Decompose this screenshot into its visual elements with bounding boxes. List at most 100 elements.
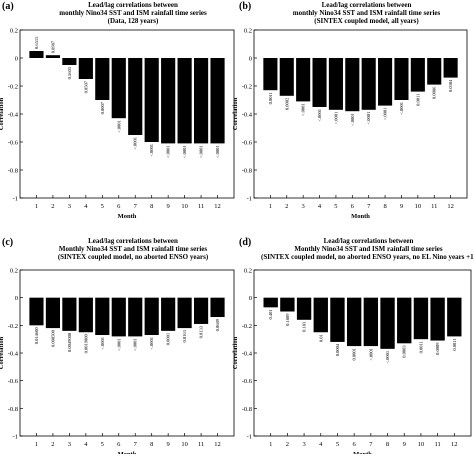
- bar-value-label: 0.8987: [50, 40, 55, 53]
- bar-value-label: <.0001: [133, 338, 138, 351]
- x-axis-label: Month: [118, 213, 137, 220]
- y-tick-label: -1: [247, 434, 252, 441]
- bar-2: [279, 58, 294, 96]
- bar-10: [177, 297, 192, 329]
- bar-value-label: <.0001: [317, 109, 322, 122]
- x-tick-label: 2: [286, 441, 289, 448]
- chart-panel-2: (b) Lead/lag correlations betweenmonthly …: [232, 1, 468, 220]
- bar-5: [95, 297, 110, 336]
- bar-2: [45, 55, 61, 58]
- x-tick-label: 12: [447, 203, 454, 210]
- x-tick-label: 9: [167, 203, 170, 210]
- bar-8: [144, 58, 159, 142]
- bar-value-label: <.0001: [350, 113, 355, 126]
- bar-value-label: <.0001: [149, 144, 154, 157]
- y-axis-label: Correlation: [0, 97, 5, 130]
- bar-3: [62, 297, 77, 331]
- bar-8: [144, 297, 159, 336]
- x-tick-label: 12: [451, 441, 458, 448]
- bar-7: [128, 58, 143, 135]
- bar-11: [430, 297, 445, 341]
- chart-panel-3: (c) Lead/lag correlations betweenMonthly …: [0, 237, 235, 458]
- x-tick-label: 10: [418, 441, 425, 448]
- chart-title-line: Lead/lag correlations between: [88, 237, 178, 245]
- bar-11: [193, 58, 209, 144]
- panel-letter: (a): [2, 1, 14, 12]
- bar-10: [413, 297, 429, 340]
- bar-value-label: 0.0002: [284, 98, 289, 110]
- bar-value-label: 0.0019000: [83, 334, 88, 354]
- bar-2: [280, 297, 295, 312]
- bar-4: [78, 297, 93, 333]
- y-tick-label: -0.6: [8, 140, 19, 147]
- chart-title-line: monthly Nino34 SST and ISM rainfall time…: [293, 9, 441, 17]
- bar-10: [177, 58, 192, 144]
- panel-letter: (b): [239, 1, 251, 12]
- bar-5: [328, 58, 343, 110]
- x-tick-label: 3: [68, 441, 71, 448]
- chart-title-line: (SINTEX coupled model, no aborted ENSO y…: [261, 253, 474, 261]
- y-tick-label: -0.4: [242, 112, 253, 119]
- x-tick-label: 8: [150, 203, 153, 210]
- y-tick-label: 0.2: [10, 28, 18, 35]
- chart-title-line: Monthly Nino34 SST and ISM rainfall time…: [294, 245, 443, 253]
- x-tick-label: 5: [101, 441, 104, 448]
- x-tick-label: 4: [319, 441, 323, 448]
- x-tick-label: 8: [150, 441, 153, 448]
- y-tick-label: 0: [15, 295, 18, 302]
- bar-6: [111, 297, 126, 337]
- bar-value-label: <.0001: [399, 102, 404, 115]
- x-tick-label: 8: [383, 203, 386, 210]
- bar-10: [410, 58, 425, 92]
- bar-value-label: 0.0011: [452, 338, 457, 350]
- y-tick-label: -0.6: [242, 378, 253, 385]
- panel-letter: (d): [239, 237, 251, 248]
- chart-title-line: monthly Nino34 SST and ISM rainfall time…: [59, 9, 207, 17]
- x-tick-label: 3: [302, 441, 305, 448]
- x-tick-label: 7: [369, 441, 373, 448]
- bar-value-label: 0.0507: [83, 80, 88, 93]
- bar-value-label: 0.0163: [182, 329, 187, 342]
- bar-value-label: 0.0086: [432, 86, 437, 99]
- bar-value-label: 0.6515: [34, 36, 39, 49]
- bar-value-label: 0.0001: [352, 348, 357, 360]
- x-tick-label: 1: [269, 203, 272, 210]
- bar-6: [345, 58, 360, 112]
- x-tick-label: 2: [51, 441, 54, 448]
- x-tick-label: 10: [415, 203, 422, 210]
- y-axis-label: Correlation: [232, 97, 239, 130]
- y-tick-label: -0.2: [8, 323, 18, 330]
- bar-value-label: 0.0689: [215, 318, 220, 331]
- chart-panel-4: (d) Lead/lag correlations betweenMonthly …: [232, 237, 474, 458]
- y-tick-label: 0.2: [244, 28, 252, 35]
- bar-value-label: 0.0049000: [67, 332, 72, 352]
- plot-frame: [19, 269, 235, 437]
- y-tick-label: 0.2: [10, 268, 18, 275]
- x-tick-label: 6: [351, 203, 355, 210]
- x-tick-label: 11: [434, 441, 440, 448]
- y-tick-label: -0.6: [242, 140, 253, 147]
- bar-value-label: 0.0004: [335, 343, 340, 356]
- bar-value-label: <.0001: [385, 351, 390, 364]
- bar-value-label: 0.0009: [435, 342, 440, 355]
- x-tick-label: 11: [198, 441, 204, 448]
- bar-value-label: 0.0007: [100, 101, 105, 114]
- bar-12: [447, 297, 462, 337]
- bar-2: [45, 297, 61, 329]
- x-tick-label: 5: [336, 441, 339, 448]
- x-tick-label: 6: [117, 441, 121, 448]
- y-tick-label: -0.8: [8, 168, 18, 175]
- bar-12: [210, 58, 225, 144]
- chart-title-line: Lead/lag correlations between: [324, 237, 414, 245]
- bar-value-label: <.0001: [149, 337, 154, 350]
- bar-5: [95, 58, 110, 100]
- bar-value-label: 0.0003: [402, 345, 407, 358]
- x-tick-label: 7: [367, 203, 371, 210]
- bar-5: [330, 297, 345, 342]
- x-tick-label: 7: [134, 441, 138, 448]
- x-tick-label: 4: [84, 441, 88, 448]
- y-tick-label: -0.4: [242, 351, 253, 358]
- x-tick-label: 12: [214, 441, 221, 448]
